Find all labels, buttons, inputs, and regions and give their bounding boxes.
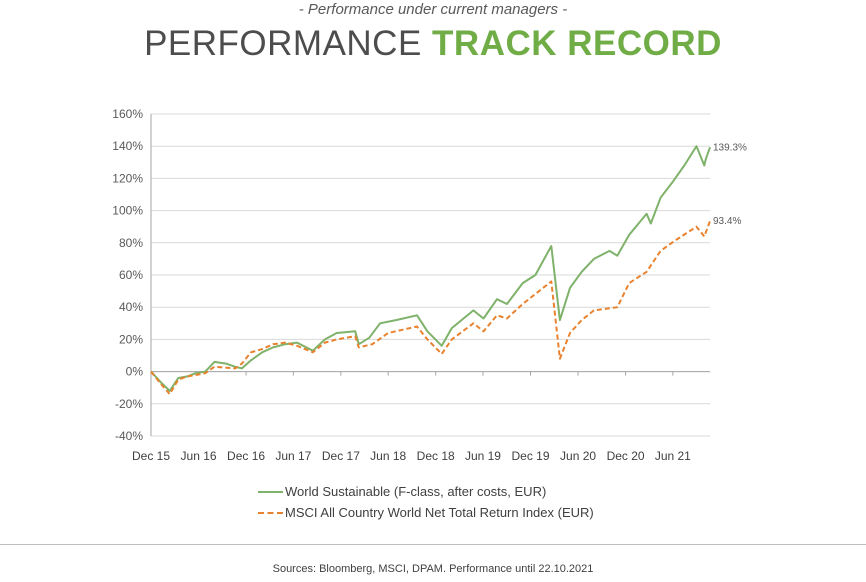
- y-tick-label: 160%: [112, 107, 143, 121]
- y-tick-label: 140%: [112, 139, 143, 153]
- sources-footnote: Sources: Bloomberg, MSCI, DPAM. Performa…: [0, 563, 866, 575]
- x-tick-label: Dec 18: [417, 449, 455, 463]
- page-subtitle: - Performance under current managers -: [0, 1, 866, 18]
- series-end-label: 139.3%: [713, 142, 747, 153]
- legend-item-msci: MSCI All Country World Net Total Return …: [258, 502, 594, 523]
- title-part-1: PERFORMANCE: [144, 24, 422, 63]
- x-tick-label: Jun 17: [275, 449, 311, 463]
- legend-item-world-sustainable: World Sustainable (F-class, after costs,…: [258, 481, 594, 502]
- x-tick-label: Dec 19: [511, 449, 549, 463]
- y-tick-label: 40%: [119, 300, 143, 314]
- x-tick-label: Jun 21: [655, 449, 691, 463]
- y-tick-label: 80%: [119, 236, 143, 250]
- y-tick-label: -40%: [115, 429, 143, 443]
- x-tick-label: Dec 15: [132, 449, 170, 463]
- chart-legend: World Sustainable (F-class, after costs,…: [258, 481, 594, 523]
- y-tick-label: 120%: [112, 171, 143, 185]
- y-tick-label: 0%: [126, 365, 144, 379]
- legend-swatch-solid: [258, 491, 283, 493]
- title-part-2: TRACK RECORD: [432, 24, 722, 63]
- legend-label-msci: MSCI All Country World Net Total Return …: [285, 505, 594, 520]
- x-tick-label: Dec 16: [227, 449, 265, 463]
- series-end-label: 93.4%: [713, 216, 741, 227]
- legend-label-world-sustainable: World Sustainable (F-class, after costs,…: [285, 484, 546, 499]
- x-tick-label: Jun 18: [370, 449, 406, 463]
- x-tick-label: Dec 17: [322, 449, 360, 463]
- x-tick-label: Jun 16: [181, 449, 217, 463]
- footer-divider: [0, 544, 866, 545]
- x-tick-label: Dec 20: [607, 449, 645, 463]
- y-tick-label: -20%: [115, 397, 143, 411]
- y-tick-label: 100%: [112, 204, 143, 218]
- legend-swatch-dashed: [258, 512, 283, 514]
- x-tick-label: Jun 19: [465, 449, 501, 463]
- x-tick-label: Jun 20: [560, 449, 596, 463]
- y-tick-label: 20%: [119, 332, 143, 346]
- y-tick-label: 60%: [119, 268, 143, 282]
- page-title: PERFORMANCE TRACK RECORD: [0, 24, 866, 64]
- performance-line-chart: -40% -20% 0% 20% 40% 60% 80% 100% 120% 140% 160% De…: [90, 100, 780, 472]
- series-line-world-sustainable: [151, 146, 710, 391]
